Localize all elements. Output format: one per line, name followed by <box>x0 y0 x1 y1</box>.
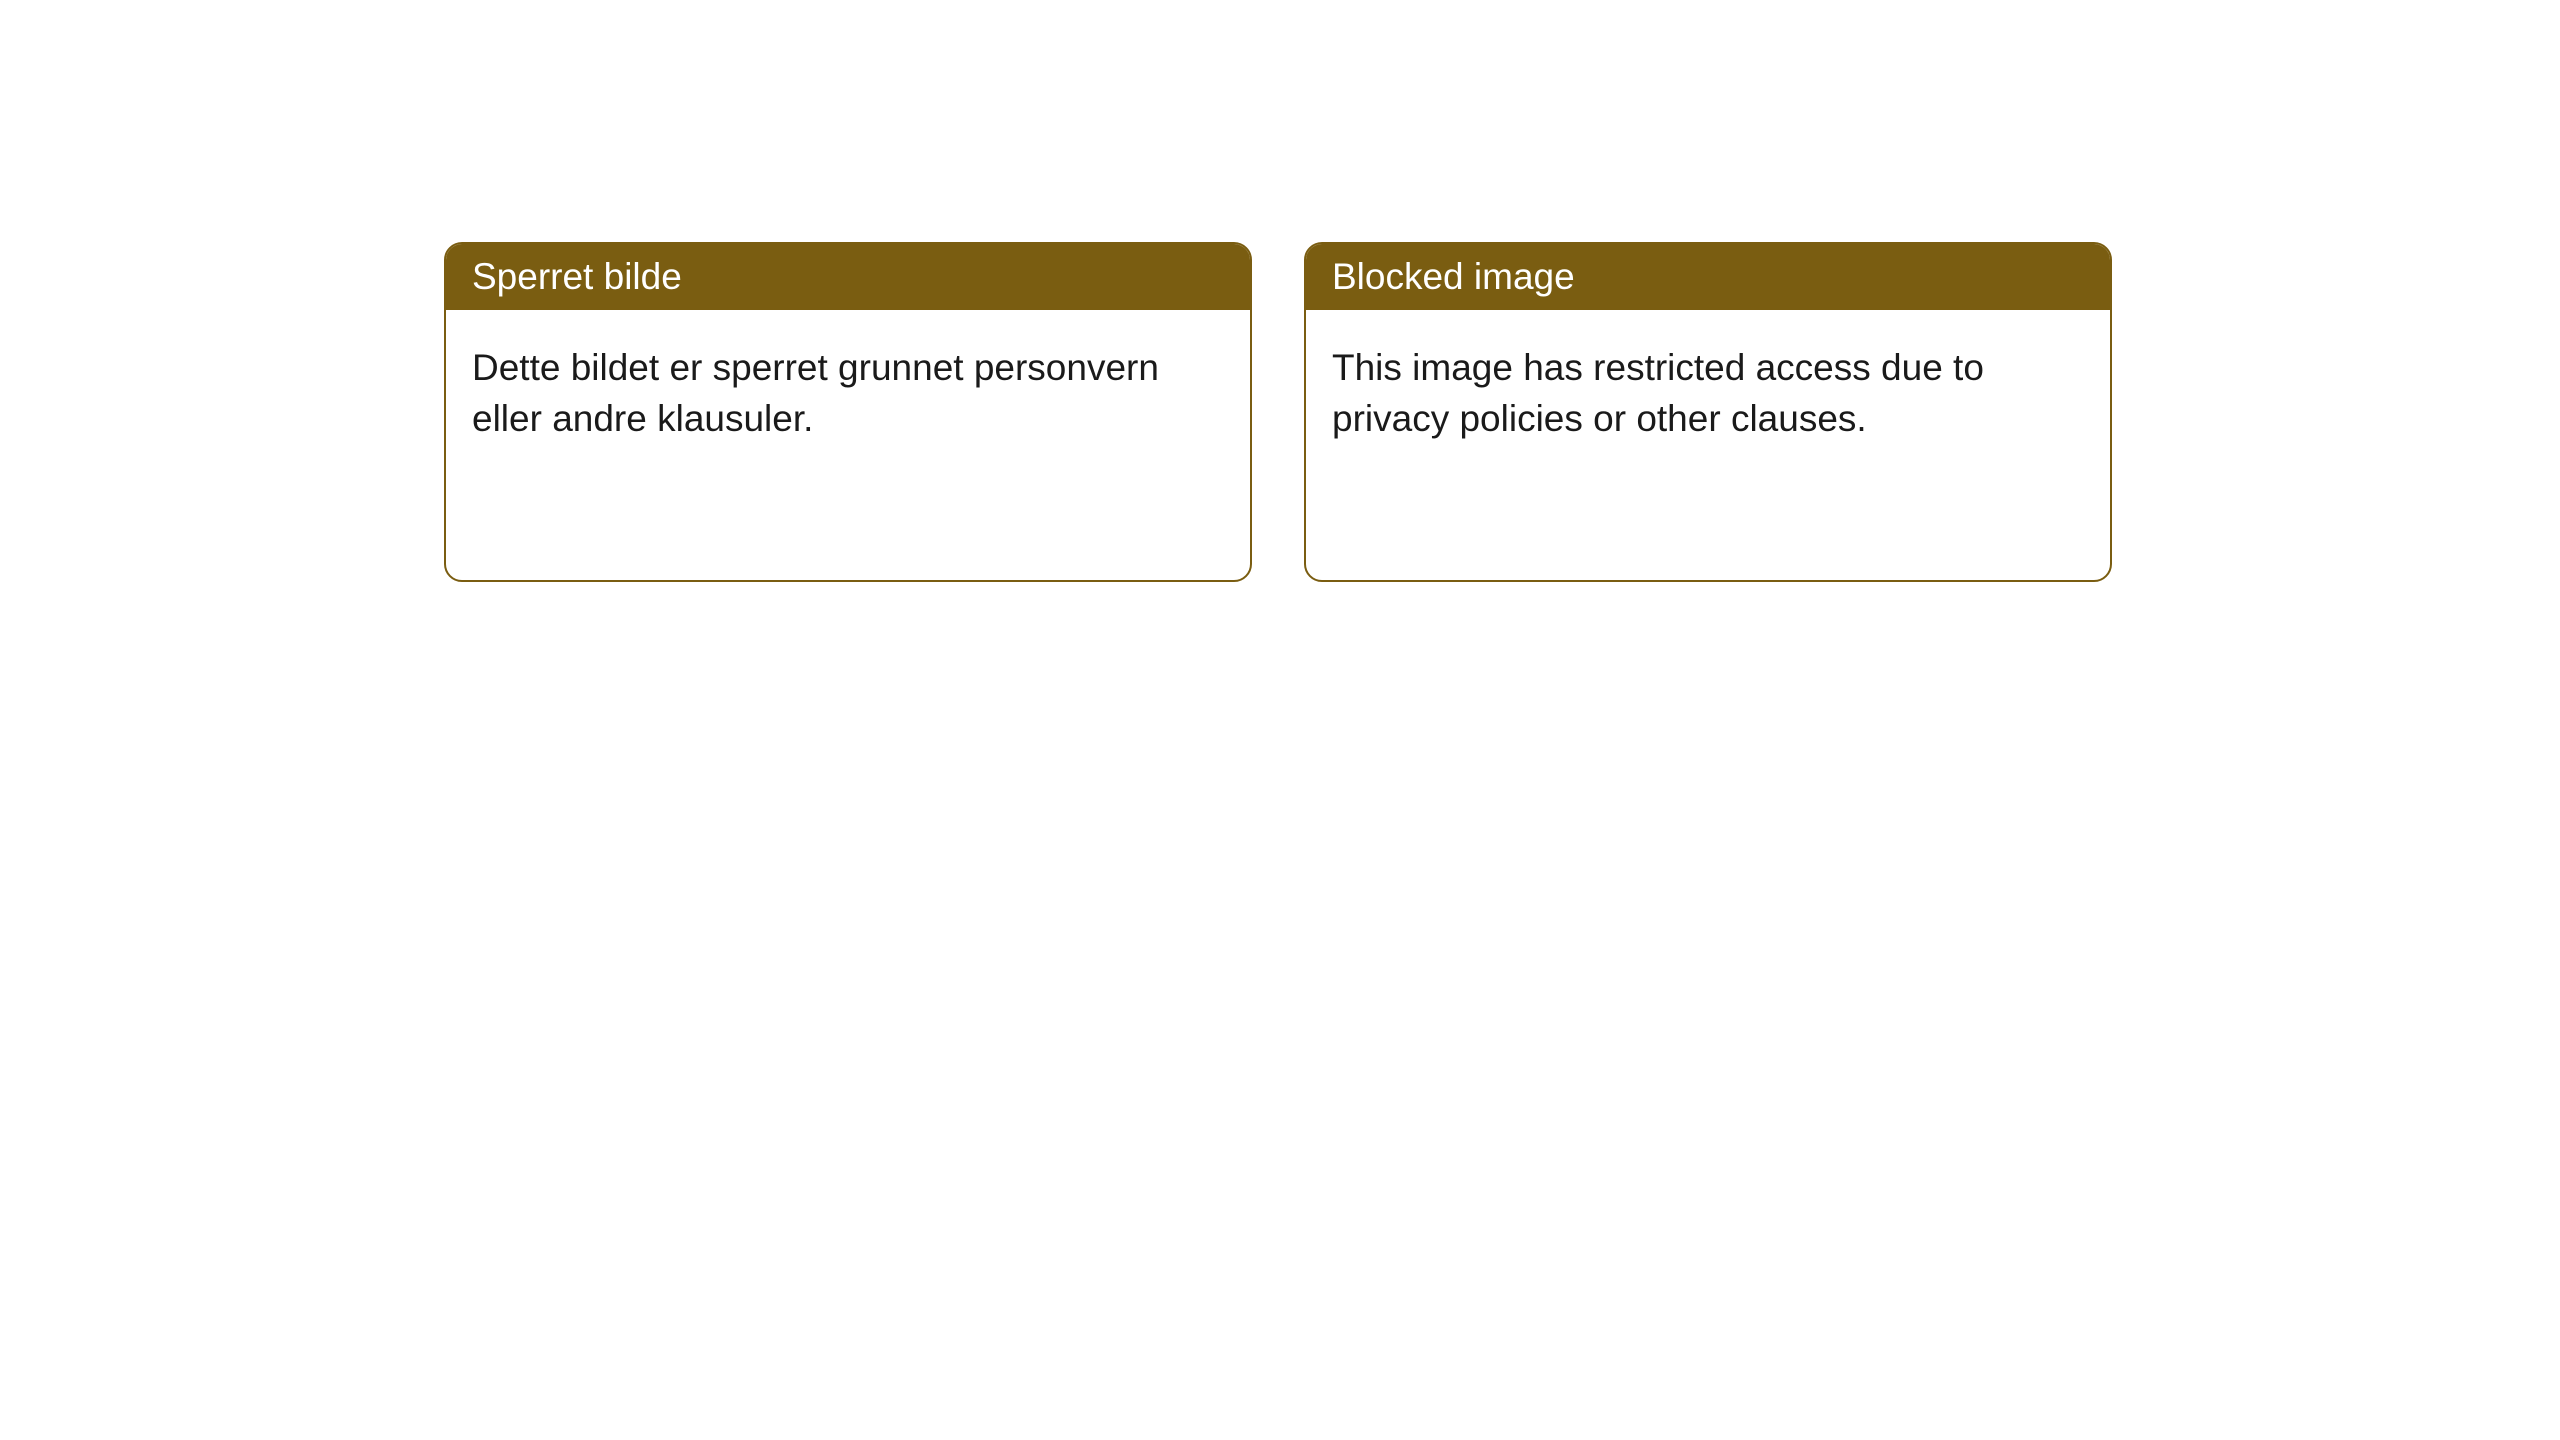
notice-card-norwegian: Sperret bilde Dette bildet er sperret gr… <box>444 242 1252 582</box>
notice-body: This image has restricted access due to … <box>1306 310 2110 476</box>
notice-title: Sperret bilde <box>446 244 1250 310</box>
notice-title: Blocked image <box>1306 244 2110 310</box>
notice-card-english: Blocked image This image has restricted … <box>1304 242 2112 582</box>
notice-body: Dette bildet er sperret grunnet personve… <box>446 310 1250 476</box>
notice-container: Sperret bilde Dette bildet er sperret gr… <box>0 0 2560 582</box>
